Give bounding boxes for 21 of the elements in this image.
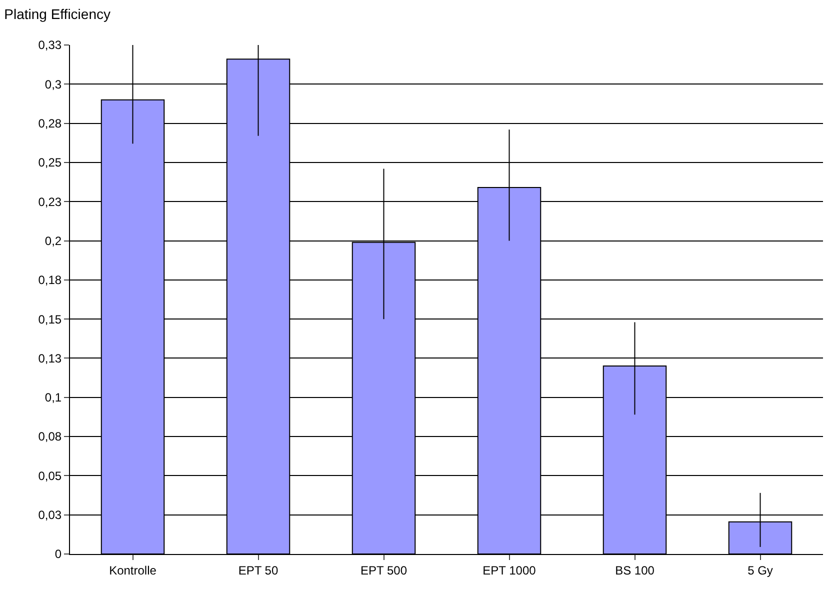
x-tick-label: 5 Gy [748,563,773,578]
x-tick-label: Kontrolle [109,563,157,578]
y-tick-label: 0 [54,547,62,562]
x-tick-label: EPT 500 [360,563,408,578]
y-tick-label: 0,3 [44,77,62,92]
y-tick-label: 0,13 [38,351,62,366]
x-tick-label: EPT 50 [238,563,278,578]
y-tick-label: 0,03 [38,508,62,522]
chart-title: Plating Efficiency [4,6,111,22]
y-tick-label: 0,33 [38,38,62,52]
y-tick-label: 0,18 [38,273,62,288]
x-tick-label: EPT 1000 [482,563,536,578]
y-tick-label: 0,25 [38,156,62,170]
y-tick-label: 0,28 [38,116,62,131]
x-tick-label: BS 100 [615,563,655,578]
y-tick-label: 0,15 [38,312,62,326]
y-tick-label: 0,23 [38,194,62,209]
y-tick-label: 0,2 [44,234,62,248]
y-tick-label: 0,1 [44,390,62,405]
y-tick-label: 0,05 [38,468,62,483]
y-tick-label: 0,08 [38,430,62,444]
